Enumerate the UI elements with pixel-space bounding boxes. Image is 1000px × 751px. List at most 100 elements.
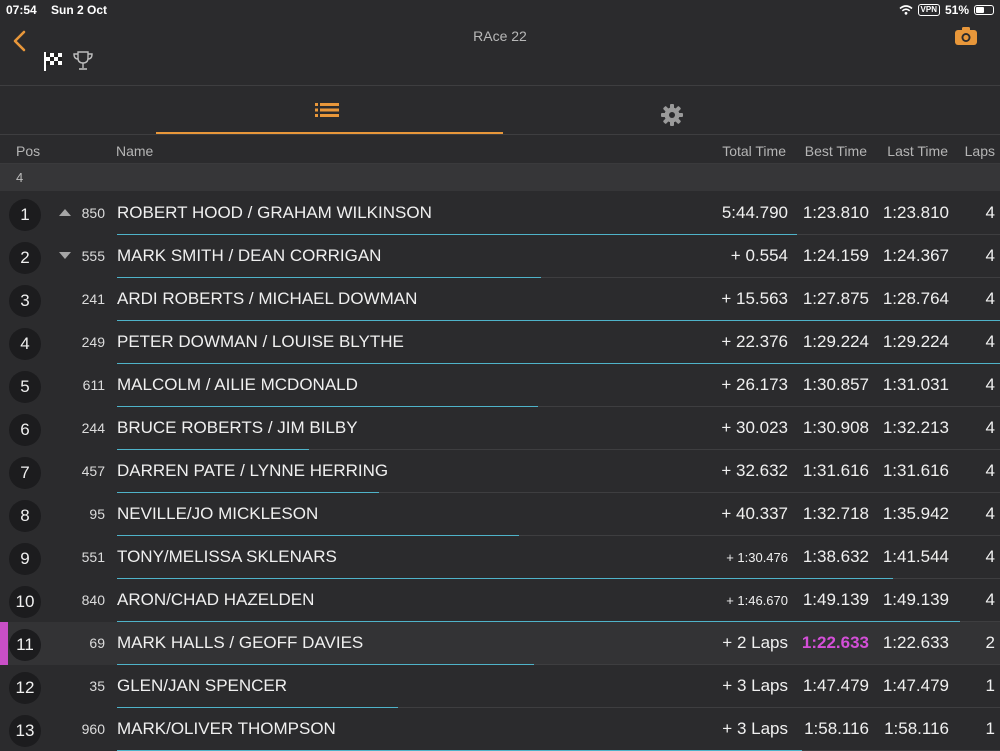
col-total-time[interactable]: Total Time xyxy=(722,143,786,159)
total-time: + 1:30.476 xyxy=(726,550,788,565)
total-time: + 26.173 xyxy=(721,375,788,394)
table-row[interactable]: 5 611 MALCOLM / AILIE MCDONALD + 26.173 1:30… xyxy=(0,364,1000,407)
tab-settings[interactable] xyxy=(503,86,843,134)
laps-count: 4 xyxy=(985,289,995,308)
driver-names: MALCOLM / AILIE MCDONALD xyxy=(117,375,358,394)
laps-count: 4 xyxy=(985,375,995,394)
driver-names: NEVILLE/JO MICKLESON xyxy=(117,504,319,523)
best-time: 1:49.139 xyxy=(802,590,869,609)
best-time: 1:32.718 xyxy=(802,504,869,523)
total-time: + 22.376 xyxy=(721,332,788,351)
col-laps[interactable]: Laps xyxy=(964,143,995,159)
table-row[interactable]: 8 95 NEVILLE/JO MICKLESON + 40.337 1:32.718 1… xyxy=(0,493,1000,536)
car-number: 95 xyxy=(89,506,105,522)
gap-bar xyxy=(117,535,519,536)
back-chevron-icon[interactable] xyxy=(10,28,30,56)
tab-bar xyxy=(0,86,1000,135)
driver-names: TONY/MELISSA SKLENARS xyxy=(117,547,337,566)
row-divider xyxy=(117,277,1000,278)
table-row[interactable]: 9 551 TONY/MELISSA SKLENARS + 1:30.476 1:38.… xyxy=(0,536,1000,579)
last-time: 1:31.616 xyxy=(882,461,949,480)
table-row[interactable]: 13 960 MARK/OLIVER THOMPSON + 3 Laps 1:58.11… xyxy=(0,708,1000,751)
table-row[interactable]: 2 555 MARK SMITH / DEAN CORRIGAN + 0.554 1:2… xyxy=(0,235,1000,278)
driver-names: ARDI ROBERTS / MICHAEL DOWMAN xyxy=(117,289,418,308)
position-badge: 11 xyxy=(9,629,41,661)
status-bar: 07:54 Sun 2 Oct VPN 51% xyxy=(0,0,1000,20)
total-time: 5:44.790 xyxy=(721,203,788,222)
trophy-icon[interactable] xyxy=(72,50,94,72)
table-row[interactable]: 4 249 PETER DOWMAN / LOUISE BLYTHE + 22.376… xyxy=(0,321,1000,364)
col-best-time[interactable]: Best Time xyxy=(804,143,867,159)
gap-bar xyxy=(117,234,797,235)
gap-bar xyxy=(117,578,893,579)
table-row[interactable]: 6 244 BRUCE ROBERTS / JIM BILBY + 30.023 1:3… xyxy=(0,407,1000,450)
status-time: 07:54 xyxy=(6,3,37,17)
driver-names: BRUCE ROBERTS / JIM BILBY xyxy=(117,418,358,437)
results-table: 1 850 ROBERT HOOD / GRAHAM WILKINSON 5:44.7… xyxy=(0,192,1000,751)
total-time: + 3 Laps xyxy=(722,676,788,695)
tab-standings[interactable] xyxy=(156,86,503,134)
col-pos[interactable]: Pos xyxy=(16,143,41,159)
gear-icon xyxy=(661,104,683,126)
class-group-header: 4 xyxy=(0,164,1000,191)
table-row[interactable]: 12 35 GLEN/JAN SPENCER + 3 Laps 1:47.479 1:47… xyxy=(0,665,1000,708)
laps-count: 4 xyxy=(985,504,995,523)
gap-bar xyxy=(117,320,1000,321)
last-time: 1:29.224 xyxy=(882,332,949,351)
row-divider xyxy=(117,406,1000,407)
gap-bar xyxy=(117,277,541,278)
last-time: 1:58.116 xyxy=(884,719,949,738)
position-badge: 10 xyxy=(9,586,41,618)
position-badge: 4 xyxy=(9,328,41,360)
laps-count: 4 xyxy=(985,203,995,222)
best-time: 1:27.875 xyxy=(802,289,869,308)
position-badge: 3 xyxy=(9,285,41,317)
table-row[interactable]: 1 850 ROBERT HOOD / GRAHAM WILKINSON 5:44.7… xyxy=(0,192,1000,235)
col-name[interactable]: Name xyxy=(116,143,154,159)
table-row[interactable]: 3 241 ARDI ROBERTS / MICHAEL DOWMAN + 15.56… xyxy=(0,278,1000,321)
driver-names: ARON/CHAD HAZELDEN xyxy=(117,590,315,609)
car-number: 69 xyxy=(89,635,105,651)
driver-names: PETER DOWMAN / LOUISE BLYTHE xyxy=(117,332,404,351)
gap-bar xyxy=(117,406,538,407)
car-number: 850 xyxy=(81,205,105,221)
laps-count: 4 xyxy=(985,461,995,480)
driver-names: ROBERT HOOD / GRAHAM WILKINSON xyxy=(117,203,432,222)
total-time: + 40.337 xyxy=(721,504,788,523)
position-badge: 13 xyxy=(9,715,41,747)
last-time: 1:47.479 xyxy=(882,676,949,695)
last-time: 1:41.544 xyxy=(882,547,949,566)
laps-count: 4 xyxy=(985,418,995,437)
position-badge: 7 xyxy=(9,457,41,489)
last-time: 1:28.764 xyxy=(882,289,949,308)
header: RAce 22 xyxy=(0,20,1000,86)
last-time: 1:31.031 xyxy=(882,375,949,394)
table-row[interactable]: 7 457 DARREN PATE / LYNNE HERRING + 32.632 1… xyxy=(0,450,1000,493)
gap-bar xyxy=(117,664,534,665)
status-date: Sun 2 Oct xyxy=(51,3,108,17)
position-badge: 2 xyxy=(9,242,41,274)
last-time: 1:22.633 xyxy=(882,633,949,652)
checkered-flag-icon[interactable] xyxy=(42,50,64,72)
table-row[interactable]: 11 69 MARK HALLS / GEOFF DAVIES + 2 Laps 1:2… xyxy=(0,622,1000,665)
battery-level xyxy=(976,7,984,13)
table-row[interactable]: 10 840 ARON/CHAD HAZELDEN + 1:46.670 1:49.13… xyxy=(0,579,1000,622)
col-last-time[interactable]: Last Time xyxy=(887,143,948,159)
laps-count: 4 xyxy=(985,246,995,265)
car-number: 35 xyxy=(89,678,105,694)
gap-bar xyxy=(117,449,309,450)
row-divider xyxy=(117,535,1000,536)
car-number: 241 xyxy=(81,291,105,307)
camera-icon[interactable] xyxy=(954,26,978,46)
position-badge: 12 xyxy=(9,672,41,704)
best-time: 1:30.908 xyxy=(802,418,869,437)
class-group-label: 4 xyxy=(16,170,24,185)
position-badge: 5 xyxy=(9,371,41,403)
driver-names: MARK/OLIVER THOMPSON xyxy=(117,719,336,738)
battery-icon xyxy=(974,5,994,15)
position-badge: 1 xyxy=(9,199,41,231)
position-badge: 8 xyxy=(9,500,41,532)
best-time: 1:31.616 xyxy=(802,461,869,480)
laps-count: 1 xyxy=(985,676,995,695)
best-time: 1:23.810 xyxy=(802,203,869,222)
